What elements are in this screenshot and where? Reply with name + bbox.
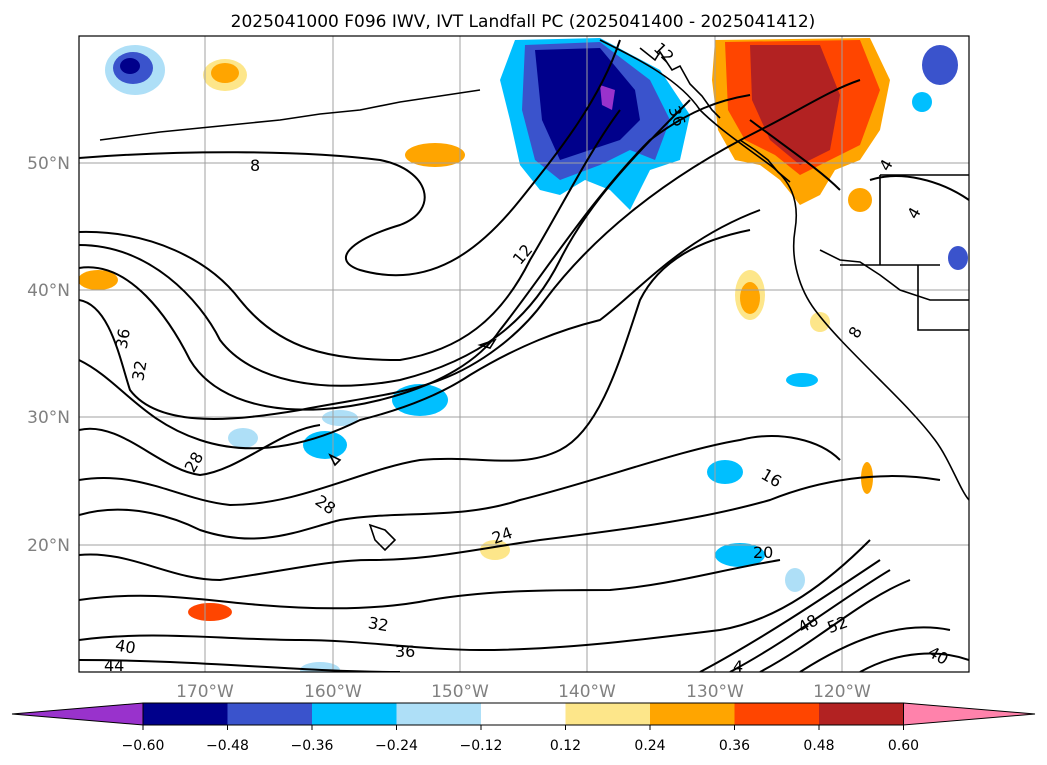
contour-label: 20 xyxy=(753,543,773,562)
map-panel: 8 12 16 20 24 28 28 32 32 36 36 40 40 44… xyxy=(78,35,970,676)
colorbar-segment xyxy=(650,703,735,725)
colorbar-tick-label: 0.12 xyxy=(550,738,581,754)
contour-label: 4 xyxy=(733,657,743,676)
colorbar-segment xyxy=(565,703,651,725)
contour-label: 36 xyxy=(112,327,134,350)
contour-label: 32 xyxy=(367,613,390,635)
negative-anomaly-region xyxy=(120,58,140,74)
colorbar-frame xyxy=(142,702,904,726)
positive-anomaly-region xyxy=(405,143,465,167)
lon-tick-label: 140°W xyxy=(558,682,616,702)
contour-label: 44 xyxy=(104,656,124,675)
positive-anomaly-region xyxy=(750,45,840,165)
lon-tick-label: 170°W xyxy=(176,682,234,702)
contour-label: 32 xyxy=(128,359,150,382)
negative-anomaly-region xyxy=(322,410,358,426)
colorbar-tick-label: −0.60 xyxy=(122,738,165,754)
colorbar-segment xyxy=(734,703,820,725)
contour-label: 8 xyxy=(250,156,260,175)
colorbar-segment xyxy=(396,703,482,725)
colorbar-extend-min xyxy=(11,702,144,726)
colorbar-tick-label: −0.24 xyxy=(375,738,418,754)
negative-anomaly-region xyxy=(228,428,258,448)
negative-anomaly-region xyxy=(707,460,743,484)
positive-anomaly-region xyxy=(211,63,239,83)
contour-label: 36 xyxy=(395,642,415,661)
colorbar-tick-label: −0.36 xyxy=(291,738,334,754)
lat-tick-label: 30°N xyxy=(27,408,70,428)
colorbar-tick-label: 0.36 xyxy=(719,738,750,754)
colorbar-tick-label: 0.48 xyxy=(803,738,834,754)
positive-anomaly-region xyxy=(188,603,232,621)
colorbar-segment xyxy=(143,703,228,725)
positive-anomaly-region xyxy=(848,188,872,212)
lon-tick-label: 120°W xyxy=(813,682,871,702)
negative-anomaly-region xyxy=(912,92,932,112)
graticule xyxy=(79,36,969,672)
contour-label: 40 xyxy=(114,635,137,657)
lat-tick-label: 50°N xyxy=(27,154,70,174)
lon-tick-label: 160°W xyxy=(304,682,362,702)
colorbar-tick-label: 0.24 xyxy=(634,738,665,754)
colorbar-segment xyxy=(227,703,313,725)
colorbar-segment xyxy=(312,703,397,725)
coastlines xyxy=(99,39,969,552)
colorbar-segment xyxy=(481,703,566,725)
colorbar-tick-label: −0.48 xyxy=(206,738,249,754)
negative-anomaly-region xyxy=(922,45,958,85)
lat-tick-label: 20°N xyxy=(27,536,70,556)
longitude-tick-labels: 170°W 160°W 150°W 140°W 130°W 120°W xyxy=(176,682,871,702)
lon-tick-label: 130°W xyxy=(686,682,744,702)
lon-tick-label: 150°W xyxy=(431,682,489,702)
iwv-contours xyxy=(79,39,969,672)
colorbar-segment xyxy=(819,703,904,725)
positive-anomaly-region xyxy=(79,270,118,290)
map-frame xyxy=(78,35,970,673)
colorbar: −0.60 −0.48 −0.36 −0.24 −0.12 0.12 0.24 0.36 0.4… xyxy=(11,702,1036,754)
positive-anomaly-region xyxy=(810,312,830,332)
colorbar-tick-label: −0.12 xyxy=(460,738,503,754)
negative-anomaly-region xyxy=(715,543,765,567)
colorbar-extend-max xyxy=(903,702,1036,726)
negative-anomaly-region xyxy=(600,85,615,110)
negative-anomaly-region xyxy=(948,246,968,270)
positive-anomaly-region xyxy=(740,282,760,314)
negative-anomaly-region xyxy=(786,373,818,387)
negative-anomaly-region xyxy=(785,568,805,592)
latitude-tick-labels: 50°N 40°N 30°N 20°N xyxy=(27,154,70,556)
colorbar-tick-label: 0.60 xyxy=(888,738,919,754)
figure-title: 2025041000 F096 IWV, IVT Landfall PC (20… xyxy=(231,12,816,32)
lat-tick-label: 40°N xyxy=(27,281,70,301)
